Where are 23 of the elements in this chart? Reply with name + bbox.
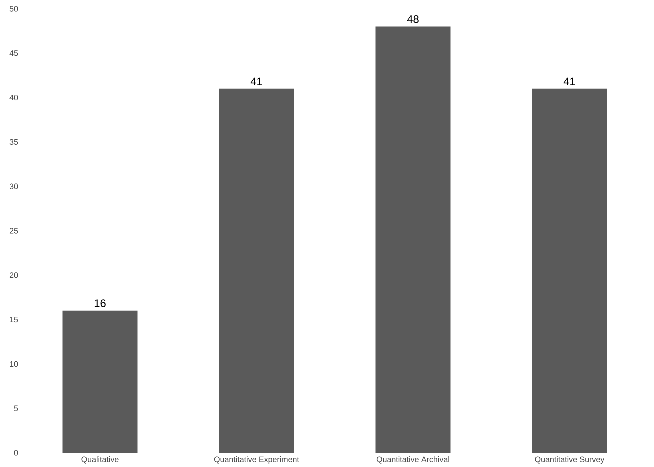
y-tick-label: 5 [14, 406, 18, 412]
y-tick-label: 20 [10, 272, 18, 278]
y-tick-label: 50 [10, 6, 18, 12]
x-tick-label: Qualitative [82, 456, 119, 464]
bar [532, 88, 608, 453]
bar [219, 88, 294, 453]
y-tick-label: 15 [10, 317, 18, 323]
y-tick-label: 0 [14, 450, 18, 456]
data-label: 16 [94, 300, 106, 308]
y-tick-label: 25 [10, 228, 18, 234]
y-tick-label: 30 [10, 184, 18, 190]
bar [62, 310, 138, 453]
x-tick-label: Quantitative Experiment [214, 456, 300, 464]
y-tick-label: 10 [10, 361, 18, 368]
data-label: 41 [250, 78, 262, 86]
y-tick-label: 45 [10, 50, 18, 56]
bar [376, 26, 451, 453]
y-tick-label: 35 [10, 139, 18, 146]
data-label: 48 [407, 15, 419, 24]
x-tick-label: Quantitative Archival [376, 456, 450, 464]
y-tick-label: 40 [10, 94, 18, 101]
x-tick-label: Quantitative Survey [535, 456, 605, 464]
data-label: 41 [564, 78, 576, 86]
